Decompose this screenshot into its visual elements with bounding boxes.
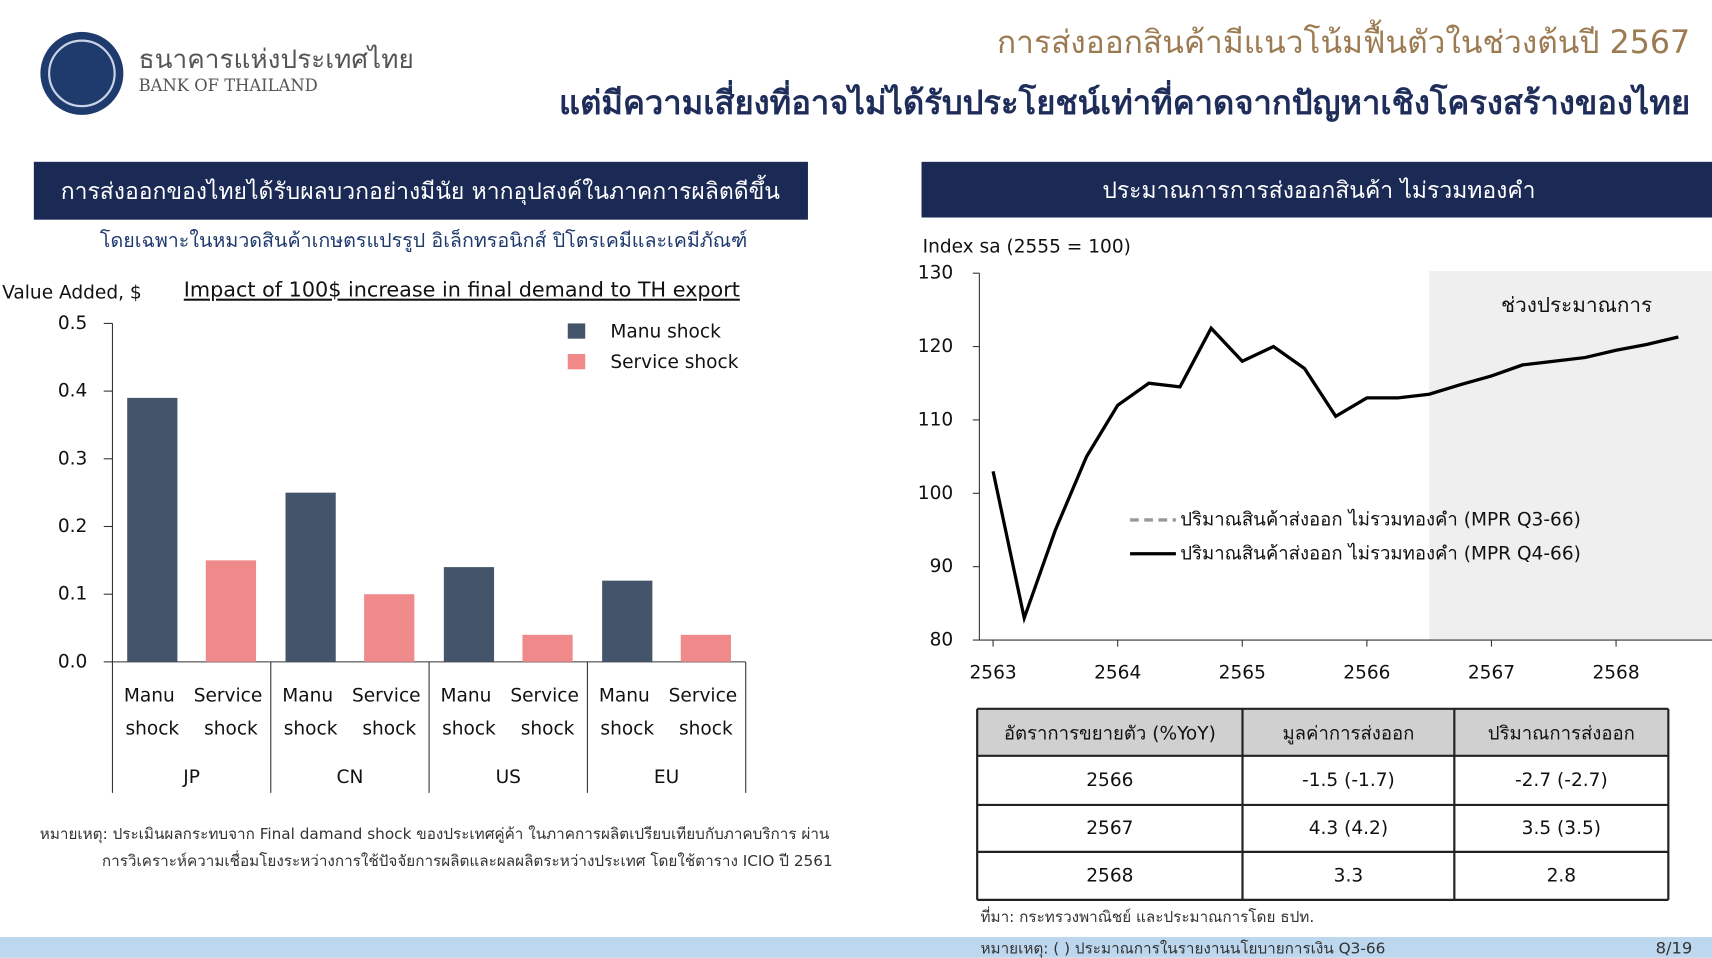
x-tick-label: 2563 (969, 662, 1016, 683)
table-cell: 2566 (1086, 770, 1133, 791)
bar-series-label: Manu shock (282, 685, 339, 739)
table-cell: -1.5 (-1.7) (1302, 770, 1395, 791)
forecast-label: ช่วงประมาณการ (1501, 293, 1652, 317)
bar-series-label: Service shock (669, 685, 743, 739)
x-tick-label: 2568 (1592, 662, 1639, 683)
footer-bar (0, 937, 1712, 958)
y-tick-label: 0.3 (58, 448, 87, 469)
legend-label: Service shock (610, 352, 738, 373)
right-heading: ประมาณการการส่งออกสินค้า ไม่รวมทองคำ (1102, 177, 1535, 204)
bar-series-label: Service shock (352, 685, 426, 739)
bar (364, 594, 415, 662)
bar (680, 634, 731, 662)
logo-ring (48, 39, 116, 108)
org-name-th: ธนาคารแห่งประเทศไทย (139, 44, 414, 75)
bar (602, 580, 653, 662)
left-subheading: โดยเฉพาะในหมวดสินค้าเกษตรแปรรูป อิเล็กทร… (100, 228, 747, 253)
table-header-bg (977, 708, 1669, 756)
left-note: หมายเหตุ: ประเมินผลกระทบจาก Final damand… (40, 825, 830, 844)
org-name-en: BANK OF THAILAND (139, 76, 318, 95)
bar (443, 567, 495, 662)
table-header-cell: ปริมาณการส่งออก (1488, 723, 1635, 744)
bar-series-label: Service shock (194, 685, 268, 739)
y-tick-label: 130 (918, 263, 953, 284)
y-tick-label: 0.2 (58, 516, 87, 537)
note: หมายเหตุ: ( ) ประมาณการในรายงานนโยบายการ… (980, 940, 1385, 958)
bar-series-label: Manu shock (441, 685, 498, 739)
x-tick-label: CN (337, 767, 364, 788)
x-tick-label: EU (654, 767, 679, 788)
x-tick-label: 2565 (1219, 662, 1266, 683)
y-tick-label: 0.4 (58, 381, 87, 402)
page-number: 8/19 (1656, 939, 1693, 958)
y-tick-label: 0.0 (58, 651, 87, 672)
y-tick-label: 90 (930, 556, 954, 577)
title-line-1: การส่งออกสินค้ามีแนวโน้มฟื้นตัวในช่วงต้น… (997, 19, 1690, 61)
line-series (991, 325, 1679, 625)
x-tick-label: JP (182, 767, 200, 788)
legend-swatch (567, 323, 586, 339)
y-tick-label: 120 (918, 336, 953, 357)
y-tick-label: 110 (918, 409, 953, 430)
bar (285, 492, 336, 662)
legend-label: Manu shock (610, 322, 721, 343)
bar (127, 397, 178, 662)
x-tick-label: US (496, 767, 521, 788)
y-axis-label: Index sa (2555 = 100) (923, 236, 1131, 257)
bar-series-label: Manu shock (124, 685, 181, 739)
table-cell: 4.3 (4.2) (1309, 818, 1388, 839)
bar-series-label: Manu shock (599, 685, 656, 739)
y-tick-label: 0.5 (58, 313, 87, 334)
table-header-cell: อัตราการขยายตัว (%YoY) (1004, 723, 1216, 744)
title-line-2: แต่มีความเสี่ยงที่อาจไม่ได้รับประโยชน์เท… (559, 79, 1690, 122)
table-cell: 3.5 (3.5) (1522, 818, 1601, 839)
x-tick-label: 2566 (1343, 662, 1390, 683)
x-tick-label: 2564 (1094, 662, 1141, 683)
legend-label: ปริมาณสินค้าส่งออก ไม่รวมทองคำ (MPR Q3-6… (1180, 508, 1581, 530)
legend-label: ปริมาณสินค้าส่งออก ไม่รวมทองคำ (MPR Q4-6… (1180, 542, 1581, 564)
bar (205, 560, 257, 662)
x-tick-label: 2567 (1468, 662, 1515, 683)
table-cell: 2568 (1086, 865, 1133, 886)
right-heading-bar (921, 161, 1712, 218)
forecast-shade (1429, 271, 1712, 641)
table-cell: 3.3 (1334, 865, 1364, 886)
y-axis-label: Value Added, $ (2, 282, 142, 303)
table-cell: -2.7 (-2.7) (1515, 770, 1608, 791)
y-tick-label: 80 (930, 630, 954, 651)
bar-series-label: Service shock (510, 685, 584, 739)
left-heading-bar (33, 161, 808, 220)
table-header-cell: มูลค่าการส่งออก (1282, 723, 1414, 744)
y-tick-label: 100 (918, 483, 953, 504)
legend-swatch (567, 353, 586, 370)
chart-title: Impact of 100$ increase in final demand … (184, 278, 740, 302)
left-heading: การส่งออกของไทยได้รับผลบวกอย่างมีนัย หาก… (61, 175, 781, 205)
bar (522, 634, 573, 662)
logo (40, 31, 124, 115)
left-note: การวิเคราะห์ความเชื่อมโยงระหว่างการใช้ปั… (102, 850, 833, 870)
table-cell: 2567 (1086, 818, 1133, 839)
y-tick-label: 0.1 (58, 584, 87, 605)
source: ที่มา: กระทรวงพาณิชย์ และประมาณการโดย ธป… (980, 906, 1314, 926)
table-cell: 2.8 (1547, 865, 1577, 886)
